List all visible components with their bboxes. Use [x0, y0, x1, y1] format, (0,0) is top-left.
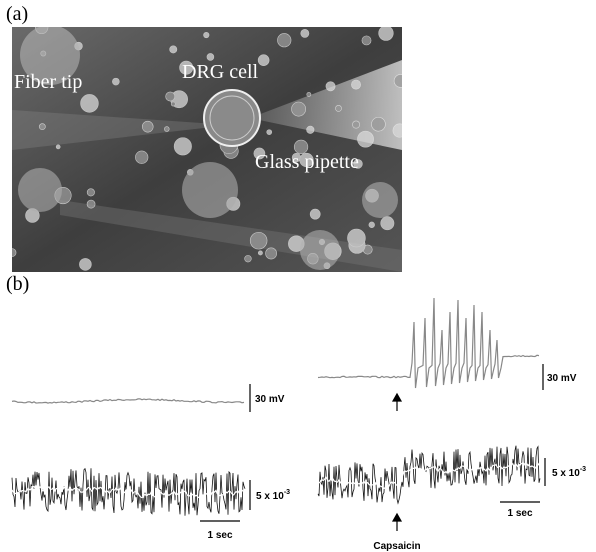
- cell-blob: [169, 45, 178, 54]
- cell-blob: [368, 221, 375, 228]
- panel-label: (a): [6, 3, 28, 25]
- cell-blob: [352, 120, 361, 129]
- cell-blob: [323, 262, 331, 270]
- cell-blob: [307, 253, 319, 265]
- cell-blob: [253, 147, 266, 160]
- signal-average: [11, 485, 246, 499]
- cell-blob: [353, 159, 363, 169]
- scale-label: 30 mV: [547, 373, 577, 384]
- cell-blob: [306, 125, 315, 134]
- cell-blob: [347, 228, 366, 248]
- cell-blob: [40, 50, 47, 57]
- micrograph: [12, 27, 402, 272]
- scale-base: 5 x 10: [256, 491, 284, 502]
- scale-label: 5 x 10-3: [552, 466, 586, 479]
- scale-exponent: -3: [284, 489, 290, 496]
- cell-cluster: [362, 182, 398, 218]
- cell-blob: [55, 144, 61, 150]
- scale-exponent: -3: [580, 466, 586, 473]
- scale-bars: [200, 364, 546, 531]
- cell-blob: [12, 248, 17, 257]
- cell-cluster: [300, 230, 340, 270]
- cell-blob: [318, 238, 326, 246]
- annotation: DRG cell: [182, 61, 259, 83]
- voltage-trace: [11, 398, 245, 404]
- cell-blob: [266, 129, 273, 135]
- cell-blob: [300, 28, 310, 38]
- cell-blob: [324, 242, 342, 260]
- cell-blob: [325, 81, 336, 92]
- cell-cluster: [20, 27, 80, 85]
- scale-label: 5 x 10-3: [256, 489, 290, 502]
- cell-blob: [351, 79, 361, 90]
- cell-blob: [74, 41, 83, 51]
- cell-blob: [203, 31, 210, 39]
- signal-trace: [317, 445, 541, 505]
- cell-blob: [112, 77, 120, 86]
- cell-blob: [265, 247, 278, 260]
- cell-blob: [357, 130, 374, 148]
- cell-blob: [277, 33, 292, 48]
- cell-blob: [257, 54, 270, 66]
- panel-label: (b): [6, 273, 29, 295]
- scale-label: 30 mV: [255, 394, 285, 405]
- cell-blob: [80, 94, 99, 113]
- cell-blob: [306, 92, 312, 97]
- stimulus-label: Capsaicin: [373, 541, 420, 552]
- cell-cluster: [18, 168, 62, 212]
- annotation: Fiber tip: [14, 71, 82, 93]
- cell-blob: [335, 105, 342, 112]
- cell-blob: [365, 188, 379, 203]
- cell-blob: [257, 250, 263, 256]
- cell-blob: [244, 255, 252, 263]
- cell-blob: [25, 208, 40, 223]
- cell-blob: [378, 27, 394, 41]
- cell-blob: [249, 231, 268, 250]
- signal-average: [317, 461, 541, 490]
- scale-label: 1 sec: [207, 530, 232, 541]
- scale-label: 1 sec: [507, 508, 532, 519]
- cell-blob: [54, 186, 72, 205]
- cell-blob: [86, 199, 96, 209]
- cell-blob: [393, 74, 402, 88]
- cell-blob: [299, 152, 314, 168]
- signal-trace: [11, 467, 246, 516]
- cell-blob: [291, 101, 306, 117]
- cell-blob: [309, 208, 321, 220]
- cell-cluster: [182, 162, 238, 218]
- cell-blob: [293, 139, 309, 155]
- cell-blob: [288, 235, 305, 252]
- cell-blob: [79, 258, 92, 271]
- cell-blob: [187, 168, 194, 176]
- annotation: Glass pipette: [255, 151, 359, 173]
- traces: [11, 297, 541, 516]
- cell-blob: [135, 150, 149, 164]
- cell-blob: [380, 216, 395, 231]
- cell-blob: [173, 137, 192, 156]
- cell-blob: [226, 196, 241, 211]
- cell-blob: [86, 188, 95, 197]
- cell-blob: [164, 126, 170, 132]
- cell-blob: [165, 91, 176, 102]
- cell-blob: [179, 60, 194, 75]
- cell-blob: [141, 120, 154, 133]
- scale-base: 5 x 10: [552, 468, 580, 479]
- cell-blob: [392, 123, 402, 138]
- cell-blob: [371, 116, 386, 132]
- voltage-trace: [317, 297, 540, 389]
- cell-blob: [206, 53, 215, 61]
- cell-blob: [361, 35, 372, 46]
- cell-blob: [170, 101, 176, 107]
- cell-blob: [38, 123, 46, 131]
- cell-blob: [35, 27, 49, 35]
